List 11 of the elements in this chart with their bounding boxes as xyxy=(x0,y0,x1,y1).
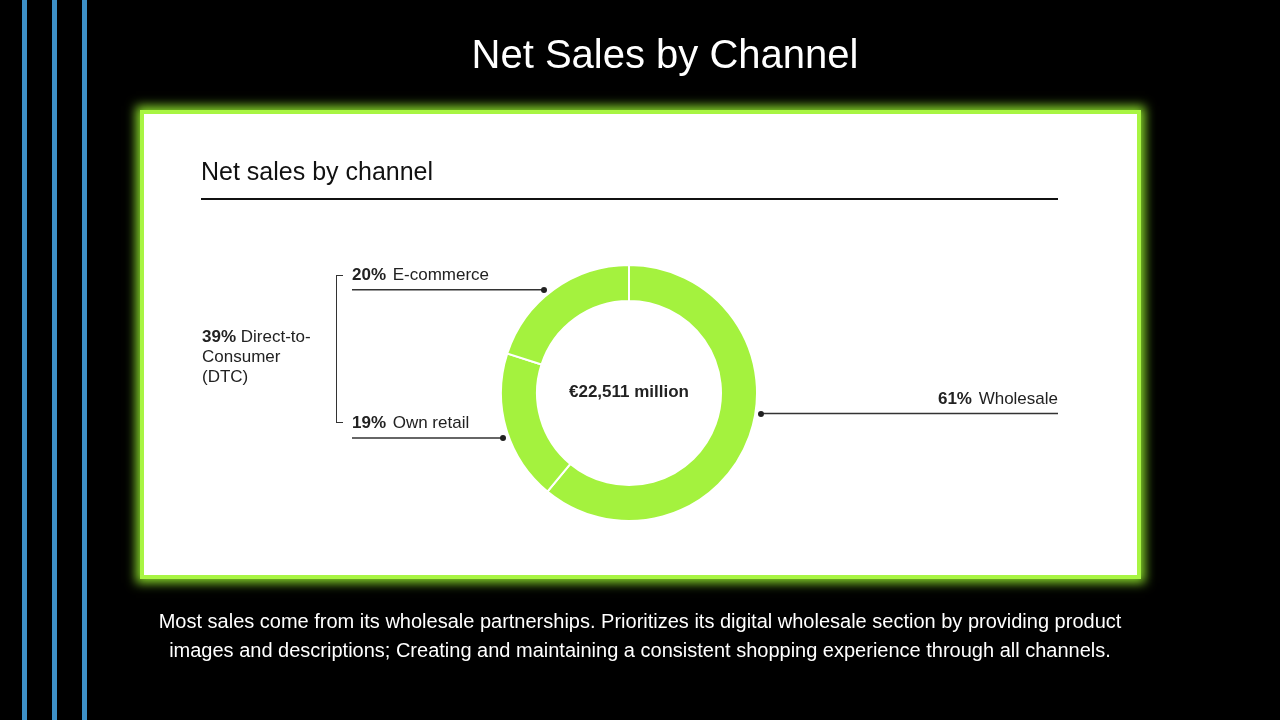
slice-label: E-commerce xyxy=(392,265,490,285)
chart-subtitle: Net sales by channel xyxy=(201,156,434,186)
text: 39% Direct-to-Consumer (DTC) xyxy=(202,326,311,386)
data-label: 20% xyxy=(352,265,387,285)
slice-label: Wholesale xyxy=(978,389,1058,409)
data-label: 61% xyxy=(937,389,972,409)
text: €22,511 million xyxy=(568,381,690,403)
text: Most sales come from its wholesale partnerships. Prioritizes its digital wholesale section by providing product images and descriptions; Creating and maintaining a consistent shopping experience through all channels. xyxy=(157,609,1123,663)
data-label: 19% xyxy=(352,413,387,433)
chart-title: Net Sales by Channel xyxy=(470,31,860,78)
slice-label: Own retail xyxy=(392,413,470,433)
